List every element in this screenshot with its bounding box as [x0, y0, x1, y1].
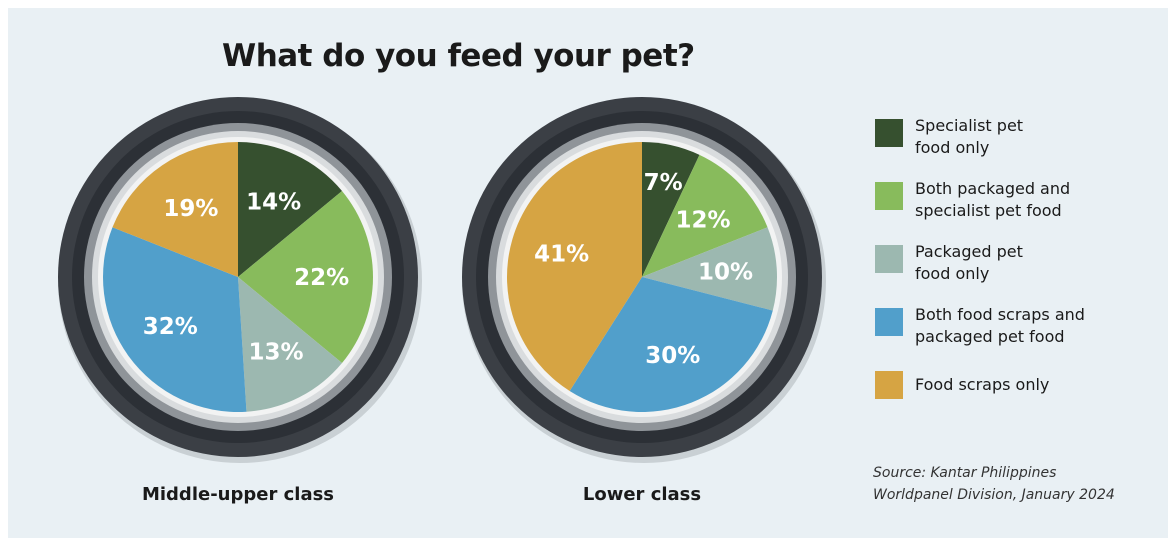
legend-swatch [875, 182, 903, 210]
legend-swatch [875, 308, 903, 336]
pie-slice [506, 142, 642, 391]
legend-label: Both food scraps and packaged pet food [915, 305, 1085, 346]
legend-label: Food scraps only [915, 375, 1050, 394]
pie-slice [642, 142, 700, 277]
pie-data-label: 12% [675, 208, 730, 234]
pie-data-label: 14% [246, 189, 301, 215]
pie-data-label: 7% [644, 170, 683, 196]
legend-label: Packaged pet food only [915, 242, 1023, 283]
pie-data-label: 41% [534, 242, 589, 268]
pie-slice [238, 142, 343, 277]
pie-data-label: 10% [698, 260, 753, 286]
legend-swatch [875, 371, 903, 399]
legend-swatch [875, 245, 903, 273]
pie-slice [102, 227, 247, 412]
pie-data-label: 13% [248, 340, 303, 366]
pie-data-label: 19% [163, 196, 218, 222]
pie-slice [238, 190, 373, 364]
pie-slice [238, 277, 343, 412]
legend-swatch [875, 119, 903, 147]
pie-slice [112, 142, 238, 277]
pie-caption-lower: Lower class [582, 484, 702, 505]
pie-slice [642, 227, 777, 311]
legend-label: Both packaged and specialist pet food [915, 179, 1071, 220]
pie-caption-middle-upper: Middle-upper class [141, 484, 335, 505]
pie-data-label: 30% [645, 343, 700, 369]
chart-title: What do you feed your pet? [222, 38, 695, 74]
pie-slice [569, 277, 773, 412]
legend-label: Specialist pet food only [915, 116, 1024, 157]
pie-data-label: 32% [143, 314, 198, 340]
pie-data-label: 22% [294, 265, 349, 291]
pie-slice [642, 154, 768, 277]
source-note: Source: Kantar Philippines Worldpanel Div… [873, 465, 1115, 503]
